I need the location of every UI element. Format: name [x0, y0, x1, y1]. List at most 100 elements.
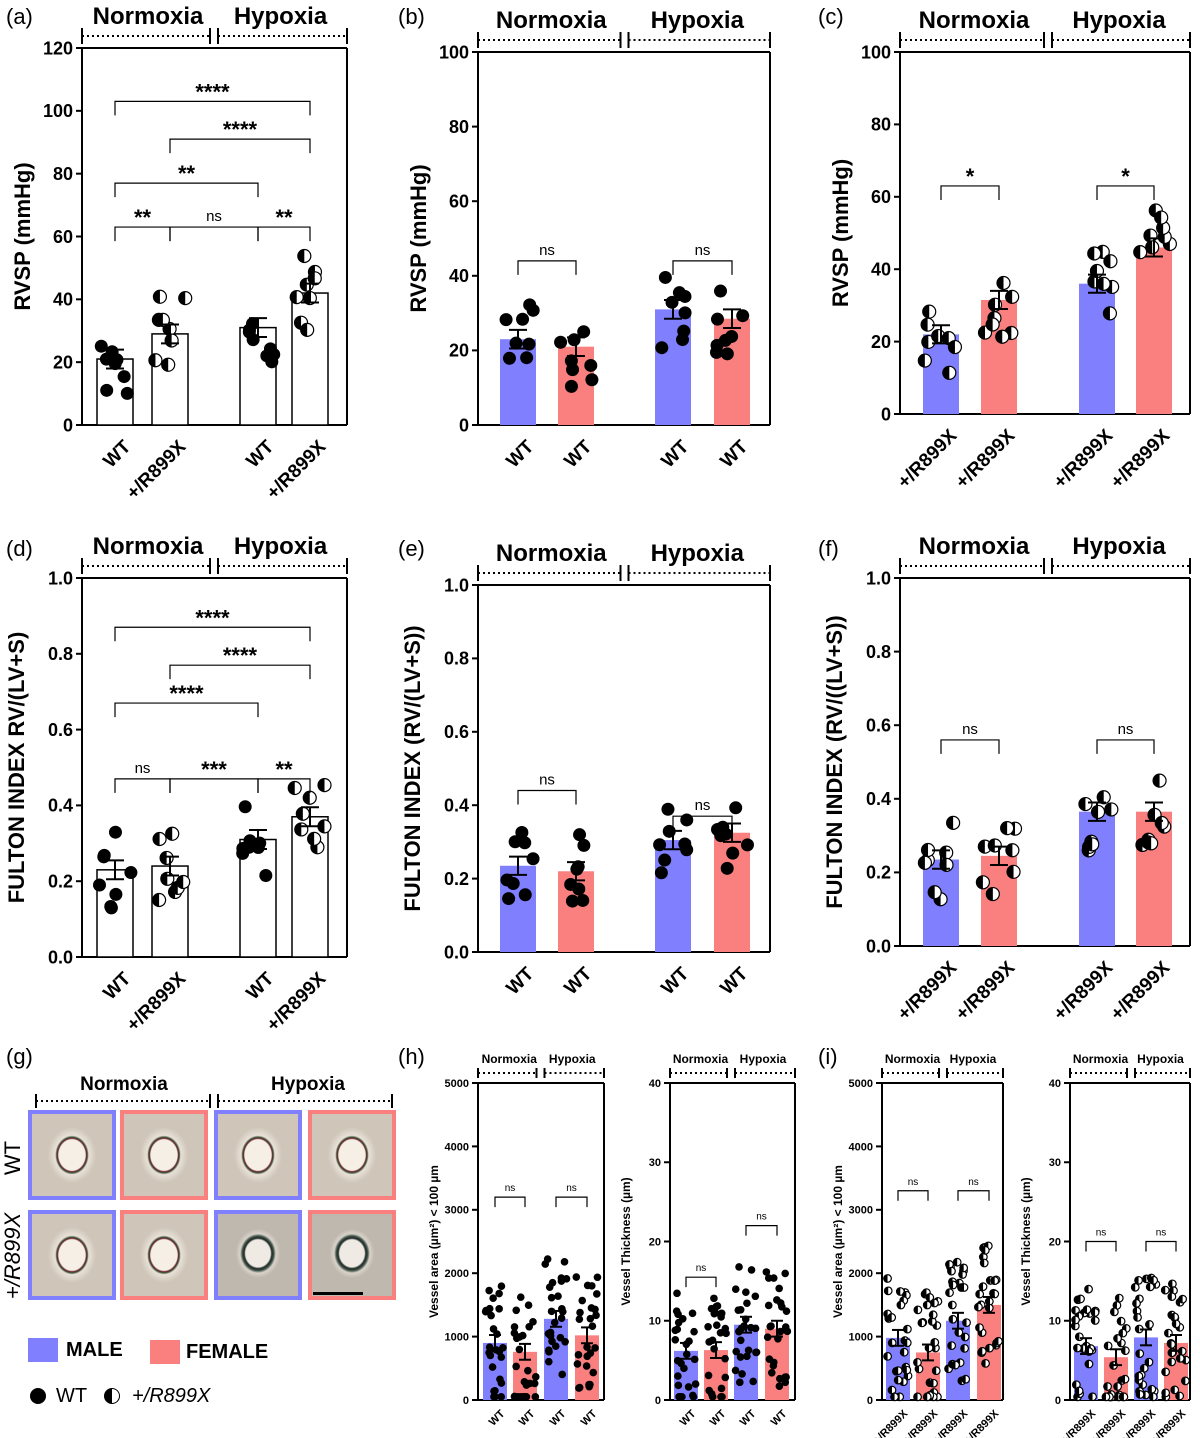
- y-tick-label: 5000: [445, 1078, 469, 1090]
- y-tick-label: 40: [449, 266, 469, 286]
- group-label-normoxia: Normoxia: [496, 7, 607, 34]
- y-tick-label: 100: [43, 101, 73, 121]
- comparison-label: ns: [206, 208, 222, 225]
- y-tick-label: 0.4: [444, 796, 469, 816]
- y-tick-label: 5000: [849, 1078, 873, 1090]
- data-point: [1180, 1376, 1190, 1386]
- data-point: [661, 802, 675, 816]
- data-point: [1119, 1392, 1129, 1402]
- data-point: [502, 892, 516, 906]
- x-tick-label: WT: [100, 968, 136, 1004]
- group-label-hypoxia: Hypoxia: [549, 1052, 596, 1066]
- y-tick-label: 0.8: [48, 644, 73, 664]
- data-point: [931, 1366, 941, 1376]
- y-tick-label: 40: [53, 290, 73, 310]
- data-point: [546, 1332, 555, 1340]
- x-tick-label: +/R899X: [1089, 1407, 1128, 1438]
- data-point: [672, 1307, 681, 1315]
- data-point: [550, 1318, 559, 1327]
- chart-e: (e) Normoxia Hypoxia 0.0 0.2 0.4 0.6 0.8 1.0 FULT…: [398, 536, 771, 999]
- y-tick-label: 10: [1049, 1316, 1061, 1328]
- data-point: [887, 1313, 897, 1322]
- data-point: [726, 846, 740, 860]
- data-point: [731, 1285, 740, 1294]
- data-point: [773, 1296, 781, 1304]
- group-label-normoxia: Normoxia: [673, 1052, 729, 1066]
- data-point: [482, 1306, 490, 1315]
- chart-d: (d) Normoxia Hypoxia 0.0 0.2 0.4 0.6 0.8 1.0 FULT…: [4, 533, 348, 1036]
- data-point: [593, 1290, 601, 1298]
- row-label-mut: +/R899X: [0, 1212, 25, 1300]
- data-point: [942, 365, 957, 380]
- data-point: [531, 1393, 540, 1401]
- x-tick-label: WT: [678, 1408, 699, 1429]
- data-point: [782, 1373, 790, 1381]
- group-label-hypoxia: Hypoxia: [1072, 7, 1166, 34]
- data-point: [1076, 1294, 1085, 1304]
- data-point: [914, 1364, 924, 1374]
- data-point: [242, 323, 256, 337]
- data-point: [487, 1311, 495, 1320]
- comparison-bracket: [897, 1190, 929, 1201]
- y-tick-label: 2000: [445, 1268, 469, 1280]
- data-point: [1167, 1339, 1176, 1349]
- comparison-bracket: [114, 778, 171, 793]
- data-point: [164, 333, 179, 348]
- data-point: [1178, 1294, 1188, 1304]
- data-point: [781, 1323, 790, 1331]
- data-point: [554, 1292, 562, 1300]
- comparison-label: ****: [223, 117, 258, 142]
- data-point: [124, 866, 138, 880]
- data-point: [744, 1346, 753, 1355]
- data-point: [1074, 1332, 1084, 1342]
- comparison-label: ns: [968, 1177, 979, 1188]
- chart-f: (f) Normoxia Hypoxia 0.0 0.2 0.4 0.6 0.8 1.0 FULT…: [818, 533, 1191, 1025]
- data-point: [928, 1310, 938, 1320]
- data-point: [297, 248, 312, 264]
- data-point: [516, 312, 530, 326]
- data-point: [680, 813, 694, 827]
- data-point: [1134, 1324, 1144, 1334]
- y-tick-label: 0.2: [444, 869, 469, 889]
- data-point: [518, 836, 532, 850]
- data-point: [688, 1309, 697, 1318]
- comparison-label: ****: [195, 605, 230, 630]
- group-label-normoxia: Normoxia: [885, 1052, 941, 1066]
- data-point: [545, 1357, 553, 1366]
- y-tick-label: 1000: [849, 1331, 873, 1343]
- data-point: [1103, 1382, 1112, 1391]
- data-point: [565, 894, 579, 908]
- data-point: [151, 892, 167, 908]
- x-tick-label: WT: [548, 1408, 569, 1429]
- data-point: [925, 1293, 935, 1302]
- y-tick-label: 20: [649, 1236, 661, 1248]
- data-point: [893, 1375, 903, 1385]
- data-point: [917, 855, 933, 870]
- data-point: [1084, 1284, 1093, 1294]
- data-point: [902, 1338, 912, 1348]
- data-point: [300, 322, 315, 337]
- data-point: [985, 317, 1000, 332]
- data-point: [975, 1323, 984, 1332]
- data-point: [736, 1336, 745, 1345]
- data-point: [99, 352, 113, 366]
- y-tick-label: 20: [449, 341, 469, 361]
- data-point: [544, 1346, 553, 1354]
- group-label-normoxia: Normoxia: [1073, 1052, 1129, 1066]
- data-point: [952, 1257, 962, 1267]
- legend-female-swatch: [150, 1340, 180, 1364]
- panel-label-h1: (h): [398, 1044, 425, 1069]
- data-point: [721, 1354, 729, 1363]
- data-point: [767, 1368, 776, 1377]
- comparison-label: ns: [962, 721, 978, 738]
- data-point: [658, 270, 672, 284]
- data-point: [516, 1293, 525, 1301]
- comparison-label: *: [1121, 164, 1130, 189]
- comparison-label: ns: [695, 242, 711, 259]
- x-tick-label: +/R899X: [901, 1407, 940, 1438]
- data-point: [510, 1393, 519, 1401]
- chart-a: (a) Normoxia Hypoxia 0 20 40 60 80 100 120 RVSP (m…: [6, 3, 348, 504]
- data-point: [564, 379, 578, 393]
- data-point: [981, 1358, 990, 1368]
- data-point: [108, 825, 122, 839]
